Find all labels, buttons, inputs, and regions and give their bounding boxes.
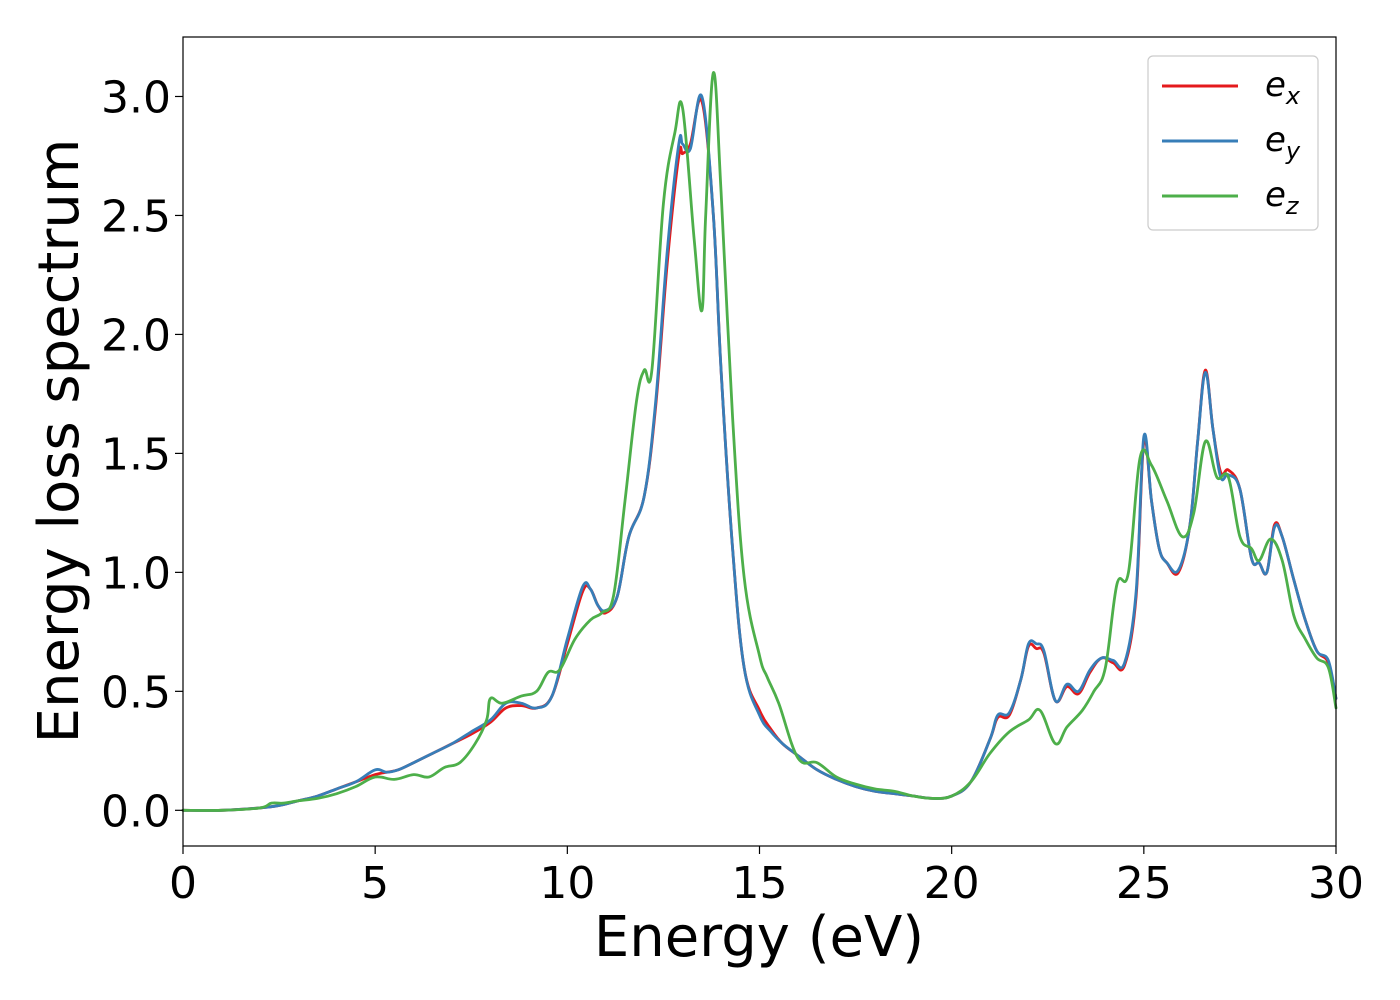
legend-items: ex ey ez (1162, 65, 1301, 220)
x-tick-label: 15 (732, 858, 788, 909)
y-tick-label: 3.0 (101, 72, 171, 123)
x-tick-label: 5 (361, 858, 389, 909)
y-tick-label: 1.0 (101, 548, 171, 599)
x-axis-label: Energy (eV) (594, 905, 924, 970)
y-axis-ticks: 0.0 0.5 1.0 1.5 2.0 2.5 3.0 (101, 72, 183, 837)
series-layer (181, 71, 1338, 812)
y-tick-label: 2.0 (101, 310, 171, 361)
legend-label-y: ey (1265, 120, 1301, 165)
legend-label-x: ex (1265, 65, 1301, 110)
x-tick-label: 20 (924, 858, 980, 909)
series-line-z (181, 71, 1338, 812)
y-tick-label: 0.5 (101, 667, 171, 718)
x-tick-label: 30 (1308, 858, 1364, 909)
y-axis-label: Energy loss spectrum (27, 139, 92, 744)
x-tick-label: 0 (169, 858, 197, 909)
legend-box (1147, 55, 1319, 231)
x-tick-label: 25 (1116, 858, 1172, 909)
y-tick-label: 0.0 (101, 786, 171, 837)
legend-label-z: ez (1265, 175, 1300, 220)
y-tick-label: 1.5 (101, 429, 171, 480)
x-tick-label: 10 (539, 858, 595, 909)
series-line-y (181, 93, 1338, 812)
legend: ex ey ez (1147, 55, 1319, 231)
x-axis-ticks: 0 5 10 15 20 25 30 (169, 846, 1364, 909)
y-tick-label: 2.5 (101, 191, 171, 242)
